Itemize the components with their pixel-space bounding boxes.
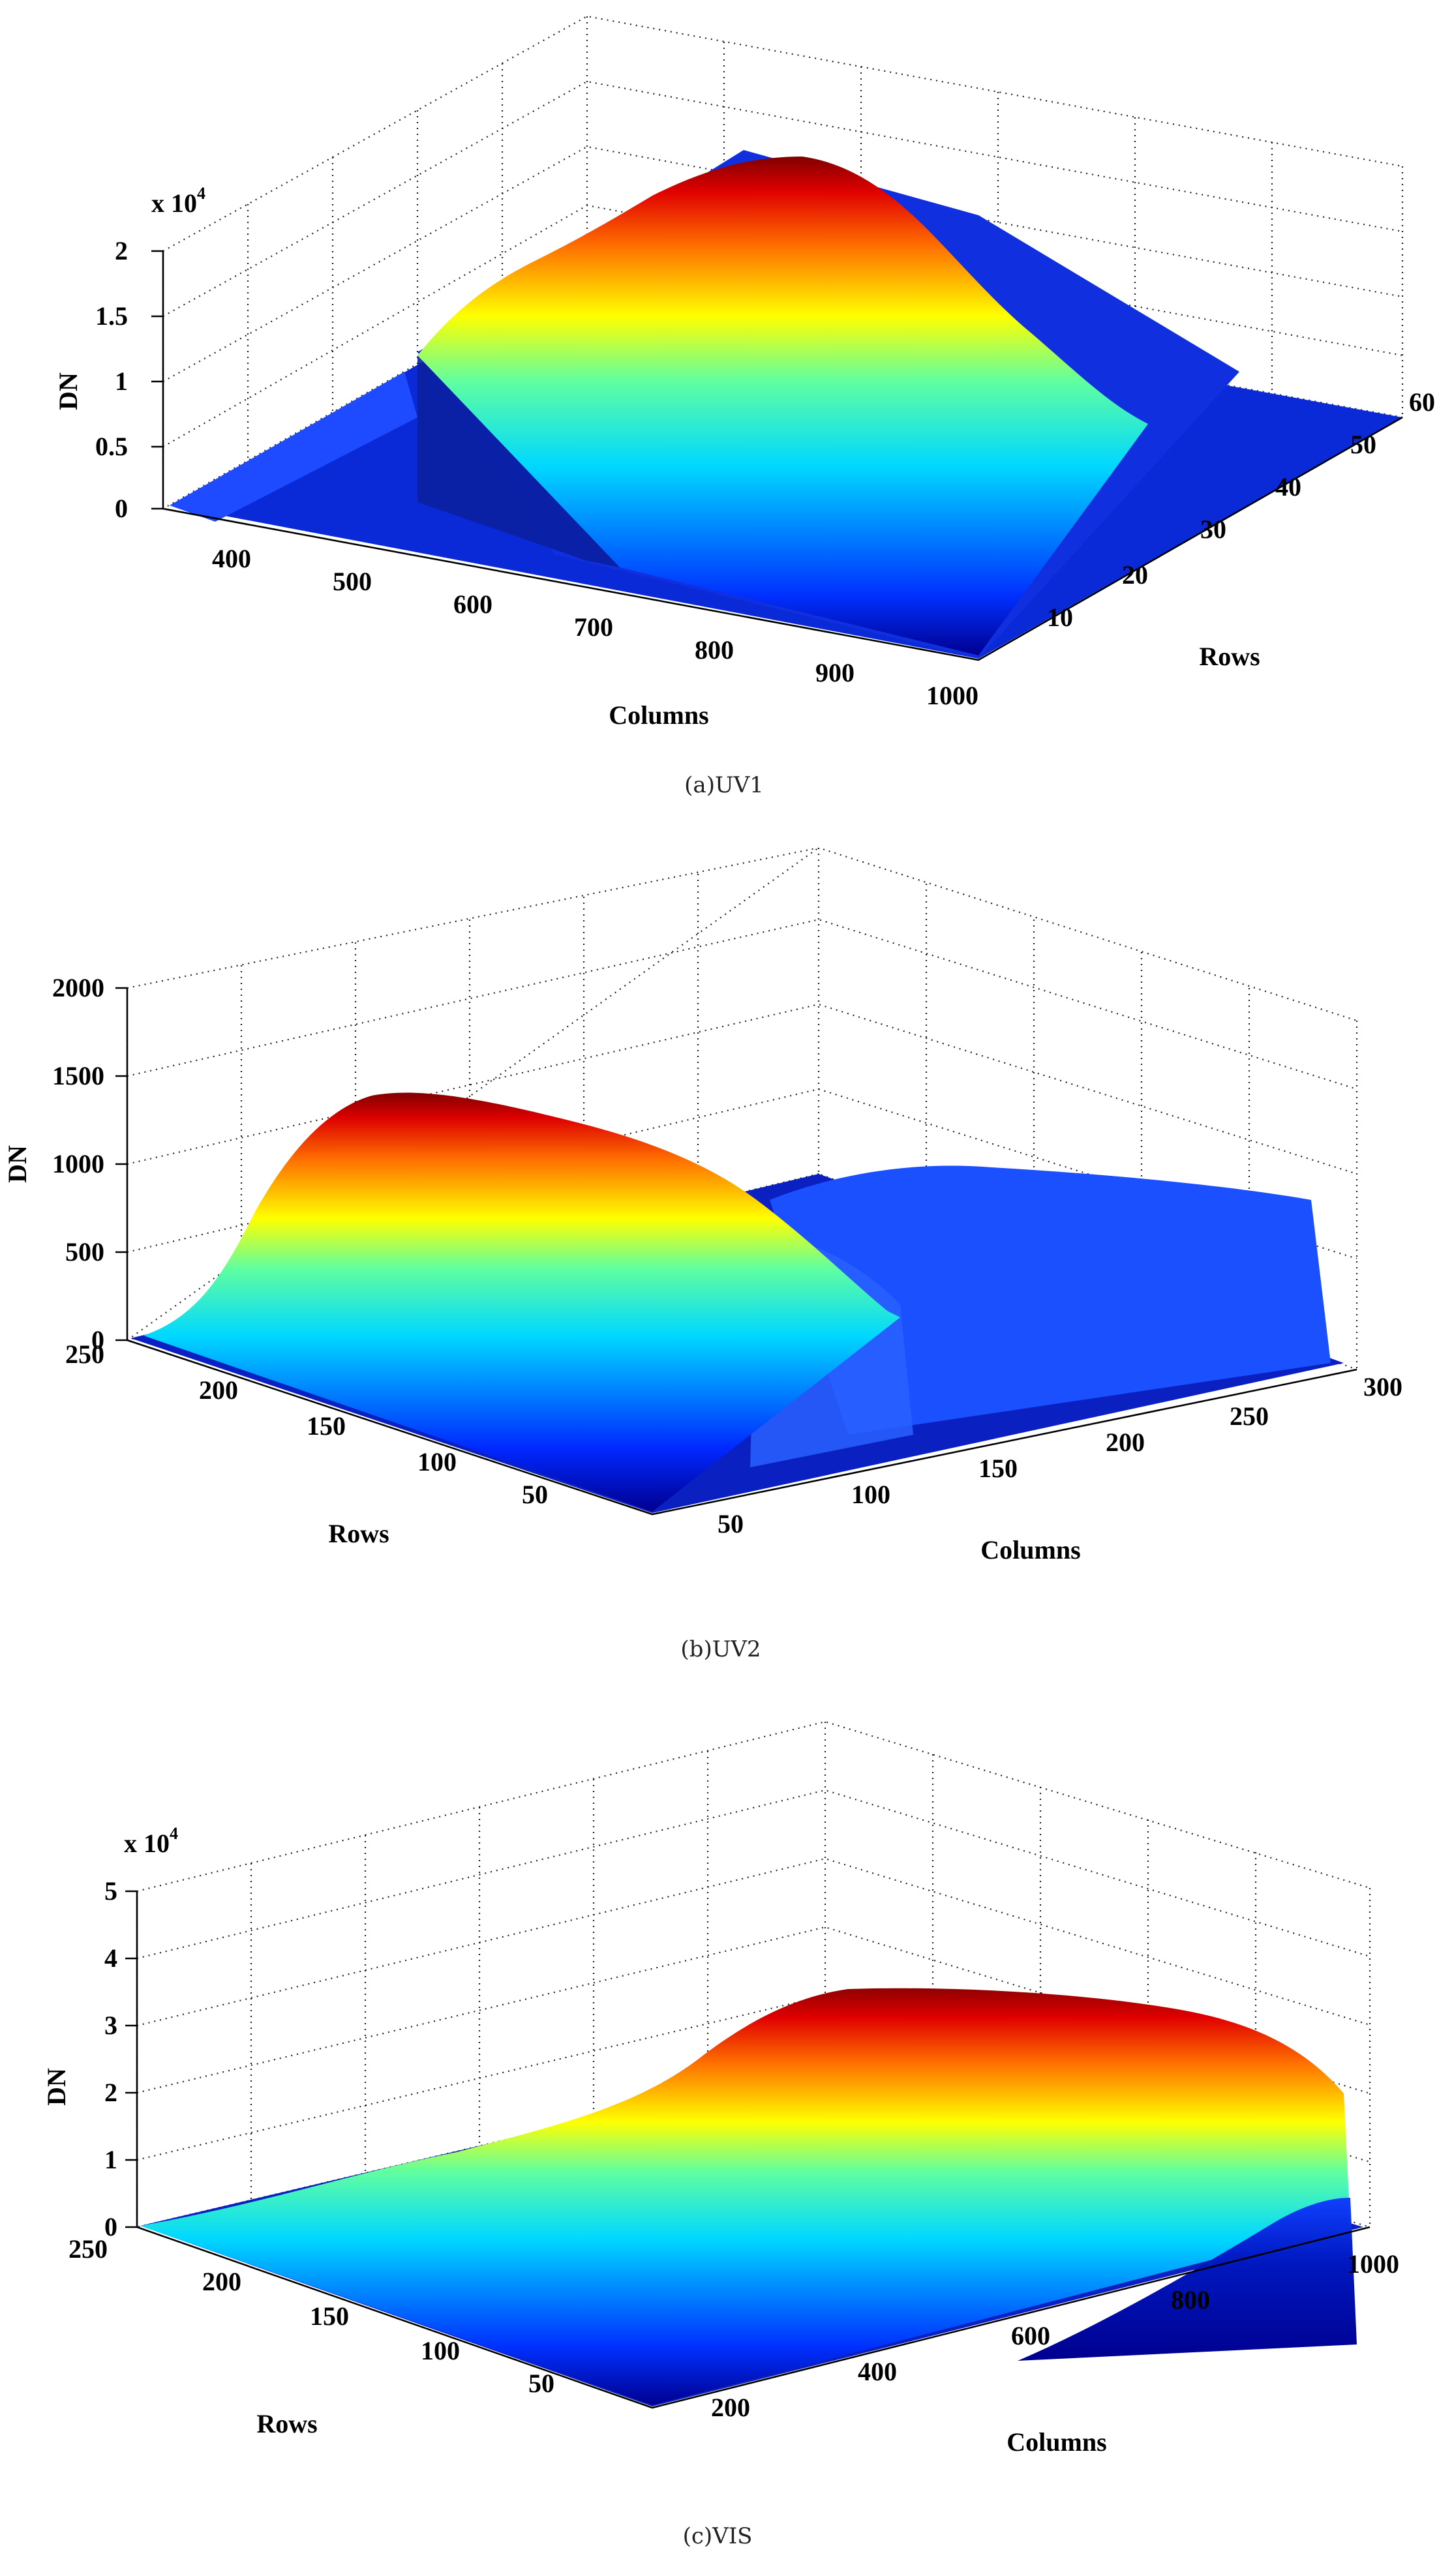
y-tick-label: 150 bbox=[307, 1411, 346, 1441]
x-tick-label: 600 bbox=[1011, 2321, 1050, 2350]
x-axis-label: Columns bbox=[1007, 2427, 1106, 2457]
x-tick-label: 400 bbox=[858, 2357, 897, 2386]
z-tick-label: 500 bbox=[65, 1237, 104, 1266]
axes-uv2 bbox=[115, 987, 1357, 1516]
y-tick-label: 60 bbox=[1409, 387, 1435, 417]
x-tick-label: 600 bbox=[453, 590, 492, 619]
z-tick-label: 2000 bbox=[52, 973, 104, 1002]
y-tick-label: 250 bbox=[65, 1340, 104, 1369]
y-tick-label: 250 bbox=[68, 2234, 108, 2264]
x-tick-label: 500 bbox=[333, 567, 372, 596]
surface-plot-vis: 5 4 3 2 1 0 x 104 DN 250 200 150 100 50 … bbox=[42, 1720, 1399, 2549]
x-tick-label: 100 bbox=[851, 1480, 890, 1509]
z-tick-label: 0 bbox=[104, 2212, 117, 2241]
z-tick-label: 0.5 bbox=[95, 432, 128, 461]
y-tick-label: 50 bbox=[1350, 430, 1376, 459]
z-axis-label: DN bbox=[3, 1145, 32, 1183]
y-tick-label: 100 bbox=[421, 2336, 460, 2365]
z-multiplier: x 104 bbox=[151, 184, 205, 218]
surface-plot-uv1: 2 1.5 1 0.5 0 x 104 DN 400 500 600 700 8… bbox=[53, 15, 1435, 798]
y-axis-label: Rows bbox=[256, 2409, 317, 2438]
x-tick-label: 700 bbox=[574, 612, 613, 642]
z-axis-label: DN bbox=[42, 2068, 71, 2106]
chart-panel-uv1: 2 1.5 1 0.5 0 x 104 DN 400 500 600 700 8… bbox=[0, 0, 1454, 848]
z-tick-label: 1 bbox=[115, 367, 128, 396]
x-axis-label: Columns bbox=[980, 1535, 1080, 1565]
z-tick-label: 5 bbox=[104, 1876, 117, 1906]
x-tick-label: 800 bbox=[1171, 2285, 1210, 2314]
y-tick-label: 10 bbox=[1047, 603, 1073, 632]
x-tick-label: 300 bbox=[1363, 1372, 1402, 1401]
y-tick-label: 50 bbox=[522, 1480, 548, 1509]
z-tick-label: 4 bbox=[104, 1943, 117, 1973]
axes-vis bbox=[125, 1890, 1371, 2409]
z-tick-label: 3 bbox=[104, 2011, 117, 2040]
chart-panel-uv2: 2000 1500 1000 500 0 DN 250 200 150 100 … bbox=[0, 841, 1454, 1702]
surface-vis bbox=[140, 1988, 1363, 2406]
z-tick-label: 1.5 bbox=[95, 301, 128, 331]
figure-caption: (b)UV2 bbox=[680, 1636, 761, 1662]
x-tick-label: 200 bbox=[711, 2393, 750, 2422]
y-tick-label: 50 bbox=[528, 2369, 554, 2398]
surface-plot-uv2: 2000 1500 1000 500 0 DN 250 200 150 100 … bbox=[3, 841, 1402, 1662]
x-tick-label: 1000 bbox=[1347, 2249, 1399, 2279]
y-tick-label: 150 bbox=[310, 2301, 349, 2331]
axes-uv1 bbox=[151, 250, 1403, 661]
y-tick-label: 40 bbox=[1275, 472, 1301, 502]
z-tick-label: 0 bbox=[91, 1325, 104, 1355]
figure-caption: (a)UV1 bbox=[684, 772, 764, 798]
z-tick-label: 1500 bbox=[52, 1061, 104, 1090]
surface-uv2 bbox=[130, 1092, 1344, 1513]
surface-uv1 bbox=[170, 150, 1402, 659]
y-tick-label: 200 bbox=[199, 1375, 238, 1405]
z-tick-label: 1000 bbox=[52, 1149, 104, 1178]
x-tick-label: 50 bbox=[718, 1509, 744, 1538]
y-tick-label: 30 bbox=[1200, 515, 1226, 544]
chart-panel-vis: 5 4 3 2 1 0 x 104 DN 250 200 150 100 50 … bbox=[0, 1702, 1454, 2573]
z-multiplier: x 104 bbox=[124, 1824, 178, 1858]
z-tick-label: 0 bbox=[115, 494, 128, 523]
y-tick-label: 20 bbox=[1122, 560, 1148, 590]
x-tick-label: 150 bbox=[978, 1454, 1018, 1483]
y-axis-label: Rows bbox=[1199, 642, 1260, 671]
x-tick-label: 900 bbox=[815, 658, 855, 687]
figure-caption: (c)VIS bbox=[683, 2523, 753, 2549]
y-tick-label: 200 bbox=[202, 2267, 241, 2296]
grid-walls bbox=[162, 15, 1404, 509]
z-axis-label: DN bbox=[53, 372, 83, 410]
z-tick-label: 2 bbox=[115, 236, 128, 265]
x-tick-label: 400 bbox=[212, 544, 251, 573]
x-tick-label: 250 bbox=[1230, 1401, 1269, 1431]
z-tick-label: 1 bbox=[104, 2145, 117, 2174]
x-axis-label: Columns bbox=[609, 700, 708, 730]
x-tick-label: 800 bbox=[695, 635, 734, 665]
y-axis-label: Rows bbox=[328, 1519, 389, 1548]
y-tick-label: 100 bbox=[417, 1447, 457, 1476]
z-tick-label: 2 bbox=[104, 2078, 117, 2107]
x-tick-label: 1000 bbox=[926, 681, 978, 710]
x-tick-label: 200 bbox=[1106, 1428, 1145, 1457]
